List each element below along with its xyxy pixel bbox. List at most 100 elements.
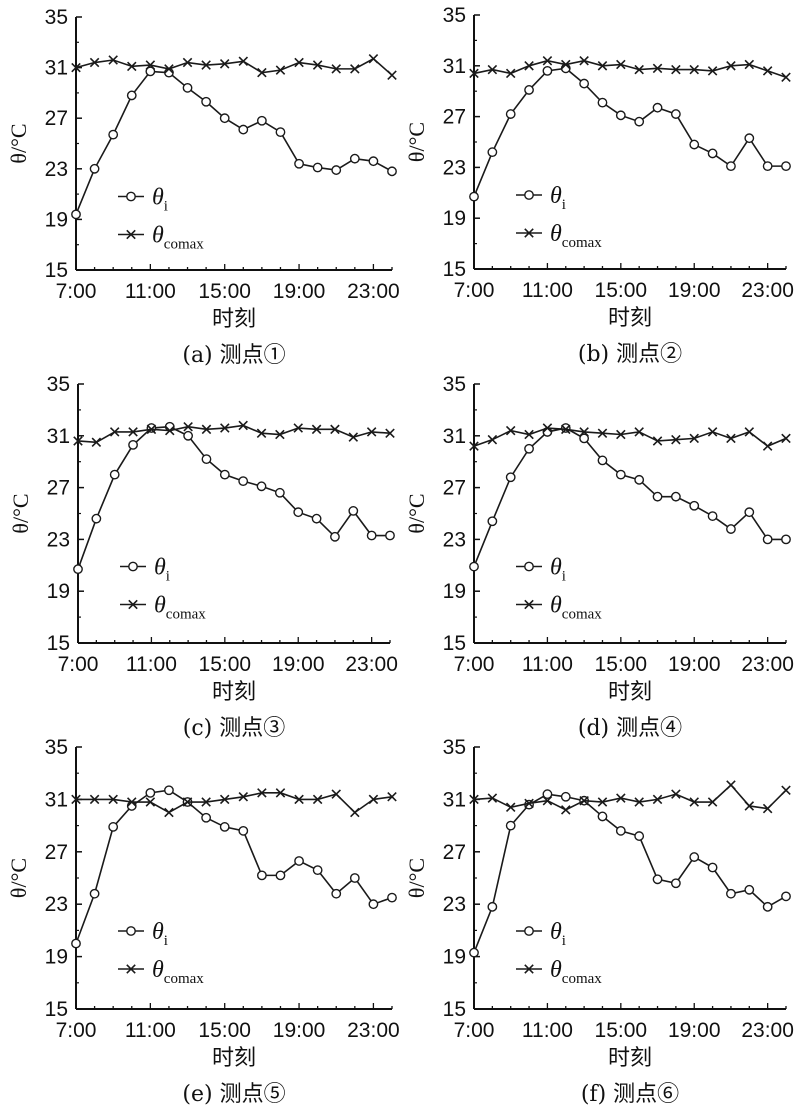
data-point-cross: [762, 441, 773, 451]
data-point-cross: [634, 797, 644, 807]
data-point-circle: [689, 139, 700, 150]
legend-entry-i: θi: [118, 919, 168, 949]
data-point-cross: [108, 55, 118, 65]
data-point-cross: [183, 421, 193, 432]
data-point-cross: [579, 427, 589, 437]
data-point-circle: [201, 812, 212, 823]
data-point-cross: [201, 60, 211, 70]
data-point-cross: [560, 59, 571, 70]
legend-marker-circle: [524, 190, 534, 200]
series-line-circle: [473, 67, 786, 197]
data-point-circle: [597, 455, 608, 466]
data-point-cross: [671, 789, 681, 799]
data-point-cross: [616, 793, 626, 803]
data-point-circle: [469, 561, 479, 572]
series-line-circle: [75, 70, 393, 215]
data-point-cross: [387, 70, 397, 80]
data-point-cross: [579, 795, 589, 806]
y-tick-label: 19: [443, 580, 466, 603]
y-tick-label: 35: [443, 736, 466, 759]
data-point-circle: [128, 439, 138, 450]
data-point-circle: [293, 507, 304, 518]
data-point-circle: [238, 124, 249, 135]
legend-entry-comax: θcomax: [118, 223, 204, 253]
series-line-circle: [473, 793, 787, 953]
x-tick-label: 23:00: [347, 280, 400, 303]
legend-marker-cross: [524, 964, 534, 974]
y-tick-label: 27: [47, 477, 70, 500]
y-tick-label: 19: [443, 207, 466, 230]
chart-panel-5: 15 19 23 27 31 35 7:00 11:00 15:00 19:00 23:00 时刻 θ/…: [6, 736, 400, 1107]
data-point-circle: [387, 166, 397, 177]
data-point-cross: [542, 795, 553, 806]
panel-caption: (f) 测点⑥: [581, 1082, 679, 1107]
series-line-circle: [473, 427, 786, 567]
data-point-circle: [238, 476, 249, 487]
data-point-cross: [294, 57, 304, 68]
data-point-circle: [256, 481, 267, 492]
data-point-circle: [670, 878, 681, 889]
data-point-circle: [275, 870, 286, 881]
panel-caption: (a) 测点①: [182, 343, 285, 368]
data-point-cross: [744, 59, 755, 70]
y-tick-label: 35: [47, 373, 70, 396]
data-point-circle: [487, 147, 498, 158]
series-line-cross: [75, 57, 393, 76]
data-point-circle: [385, 530, 395, 541]
data-point-circle: [487, 901, 498, 912]
y-tick-label: 31: [443, 788, 466, 811]
data-point-circle: [469, 191, 479, 202]
data-point-circle: [542, 65, 553, 76]
data-point-circle: [615, 110, 626, 121]
data-point-circle: [164, 785, 174, 796]
data-point-circle: [145, 66, 156, 77]
y-axis-label: θ/°C: [404, 122, 429, 162]
legend-entry-comax: θcomax: [516, 957, 602, 987]
data-point-circle: [560, 791, 571, 802]
y-axis-label: θ/°C: [404, 858, 429, 898]
data-point-cross: [707, 66, 718, 76]
data-point-cross: [689, 64, 700, 75]
x-tick-label: 23:00: [741, 653, 794, 676]
data-point-cross: [634, 427, 644, 437]
legend-label: θcomax: [550, 221, 602, 251]
y-tick-label: 15: [47, 632, 70, 655]
data-point-circle: [126, 90, 137, 101]
data-point-cross: [671, 434, 681, 445]
data-point-cross: [91, 437, 102, 448]
x-tick-label: 11:00: [522, 1019, 573, 1042]
data-point-circle: [707, 862, 718, 873]
legend-label: θi: [550, 555, 566, 585]
x-tick-label: 19:00: [272, 653, 325, 676]
panel-caption: (c) 测点③: [183, 716, 285, 741]
data-point-circle: [505, 820, 516, 831]
data-point-cross: [597, 61, 608, 71]
data-point-cross: [652, 436, 663, 446]
data-point-circle: [238, 825, 249, 836]
data-point-circle: [781, 891, 791, 902]
chart-panel-6: 15 19 23 27 31 35 7:00 11:00 15:00 19:00 23:00 时刻 θ/…: [404, 736, 794, 1107]
x-tick-label: 15:00: [595, 1019, 648, 1042]
data-point-cross: [616, 429, 626, 440]
legend-marker-circle: [524, 926, 534, 936]
data-point-cross: [781, 72, 791, 82]
data-point-circle: [707, 148, 718, 159]
data-point-cross: [330, 424, 340, 435]
data-point-cross: [348, 432, 359, 442]
data-point-circle: [524, 85, 534, 95]
y-tick-label: 27: [443, 477, 466, 500]
legend-marker-cross: [524, 599, 534, 610]
data-point-cross: [368, 53, 379, 64]
data-point-cross: [505, 68, 516, 79]
data-point-circle: [634, 116, 645, 127]
x-tick-label: 23:00: [741, 279, 794, 302]
legend-entry-comax: θcomax: [516, 593, 602, 623]
data-point-circle: [331, 888, 342, 899]
y-tick-label: 23: [47, 528, 70, 551]
panel-caption: (b) 测点②: [578, 342, 682, 367]
data-point-cross: [781, 785, 791, 795]
legend-marker-circle: [128, 561, 138, 572]
y-tick-label: 15: [443, 632, 466, 655]
data-point-cross: [385, 428, 395, 438]
data-point-circle: [368, 156, 379, 167]
